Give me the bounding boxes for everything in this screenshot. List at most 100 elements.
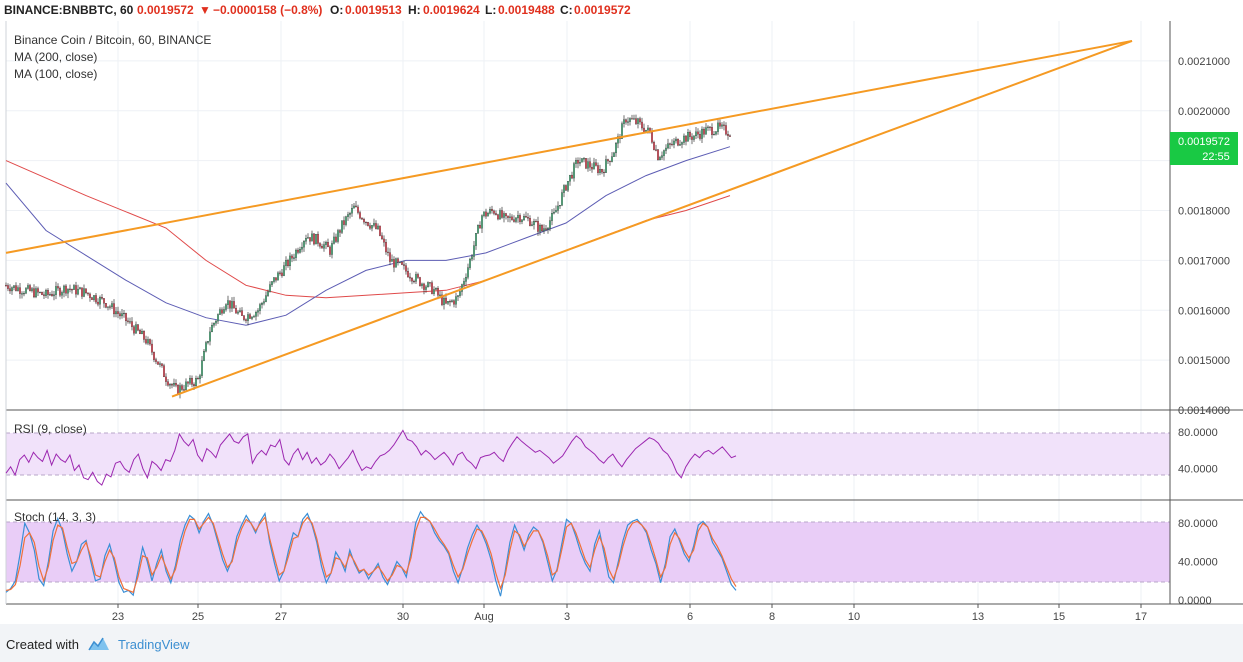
candle-body — [475, 233, 477, 246]
candle-body — [439, 294, 441, 296]
candle-body — [369, 225, 371, 229]
candle-body — [133, 326, 135, 334]
candle-body — [417, 274, 419, 278]
candle-body — [479, 225, 481, 229]
candle-body — [639, 118, 641, 123]
candle-body — [535, 221, 537, 223]
tradingview-brand-link[interactable]: TradingView — [118, 637, 190, 652]
candle-body — [695, 131, 697, 137]
candle-body — [111, 303, 113, 308]
candle-body — [31, 288, 33, 291]
candle-body — [529, 218, 531, 226]
candle-body — [77, 288, 79, 295]
candle-body — [665, 147, 667, 151]
current-price-tag — [1170, 132, 1238, 165]
candle-body — [451, 300, 453, 303]
candle-body — [501, 210, 503, 218]
chart-canvas[interactable]: 0.0014000 0.0015000 0.0016000 0.0017000 0.00… — [0, 20, 1243, 624]
candle-body — [499, 210, 501, 220]
candle-body — [93, 295, 95, 300]
candle-body — [305, 238, 307, 242]
symbol-name[interactable]: BINANCE:BNBBTC, 60 — [4, 3, 134, 17]
candle-body — [711, 127, 713, 135]
candle-body — [569, 174, 571, 182]
candle-body — [115, 311, 117, 315]
plot-area[interactable] — [6, 21, 1170, 604]
candle-body — [303, 241, 305, 248]
stoch-d-line — [5, 516, 737, 594]
time-axis-labels[interactable]: 23 25 27 30 Aug 3 6 8 10 13 15 17 — [112, 611, 1147, 623]
candle-body — [55, 286, 57, 295]
candle-body — [549, 220, 551, 229]
time-tick-label: 3 — [564, 611, 570, 623]
candle-body — [27, 285, 29, 289]
candle-body — [627, 121, 629, 123]
legend-ma200[interactable]: MA (200, close) — [14, 50, 97, 64]
legend-ma100[interactable]: MA (100, close) — [14, 67, 97, 81]
candle-body — [69, 288, 71, 290]
candle-body — [659, 157, 661, 161]
change-arrow-icon: ▼ — [199, 3, 211, 17]
candle-body — [483, 211, 485, 216]
candle-body — [691, 136, 693, 140]
rsi-line — [5, 429, 737, 486]
candle-body — [669, 143, 671, 145]
candle-body — [235, 308, 237, 314]
candle-body — [355, 205, 357, 208]
candle-body — [101, 297, 103, 299]
candle-body — [7, 285, 9, 289]
trendlines-group[interactable] — [5, 39, 1133, 398]
candle-body — [367, 222, 369, 226]
candle-body — [651, 132, 653, 143]
candle-body — [173, 383, 175, 386]
price-tick-label: 0.0021000 — [1178, 56, 1230, 68]
candle-body — [59, 287, 61, 296]
candle-body — [469, 258, 471, 268]
ma100-line — [5, 146, 731, 326]
tradingview-logo-icon[interactable] — [88, 636, 110, 652]
close-value: 0.0019572 — [574, 3, 631, 17]
candle-body — [629, 118, 631, 122]
stoch-tick-label: 40.0000 — [1178, 557, 1218, 569]
candle-body — [211, 325, 213, 333]
candle-body — [17, 287, 19, 291]
candle-body — [225, 304, 227, 310]
candle-body — [589, 161, 591, 168]
candle-body — [583, 158, 585, 160]
stoch-legend[interactable]: Stoch (14, 3, 3) — [14, 510, 96, 524]
candle-body — [313, 233, 315, 245]
candle-body — [481, 215, 483, 229]
candle-body — [53, 294, 55, 297]
candle-body — [729, 135, 731, 137]
stoch-tick-label: 80.0000 — [1178, 518, 1218, 530]
candle-body — [169, 384, 171, 386]
candle-body — [449, 301, 451, 303]
candle-body — [709, 126, 711, 128]
candle-body — [341, 220, 343, 233]
candle-body — [11, 287, 13, 292]
candle-body — [381, 235, 383, 240]
candle-body — [91, 297, 93, 300]
symbol-bar: BINANCE:BNBBTC, 60 0.0019572 ▼ −0.000015… — [0, 0, 1243, 20]
time-tick-label: 27 — [275, 611, 287, 623]
candle-body — [683, 135, 685, 143]
candle-body — [357, 206, 359, 213]
candle-body — [653, 142, 655, 150]
candle-body — [165, 376, 167, 382]
candle-body — [489, 209, 491, 214]
candle-body — [723, 124, 725, 126]
candle-body — [219, 309, 221, 315]
candle-body — [541, 225, 543, 232]
candle-body — [551, 213, 553, 221]
candle-body — [413, 280, 415, 283]
candle-body — [605, 159, 607, 173]
candle-body — [725, 125, 727, 135]
candle-body — [213, 322, 215, 326]
candle-body — [81, 287, 83, 297]
rsi-legend[interactable]: RSI (9, close) — [14, 422, 87, 436]
candle-body — [567, 181, 569, 191]
price-tick-label: 0.0016000 — [1178, 305, 1230, 317]
candle-body — [523, 216, 525, 221]
candle-body — [205, 342, 207, 352]
candle-body — [719, 122, 721, 127]
